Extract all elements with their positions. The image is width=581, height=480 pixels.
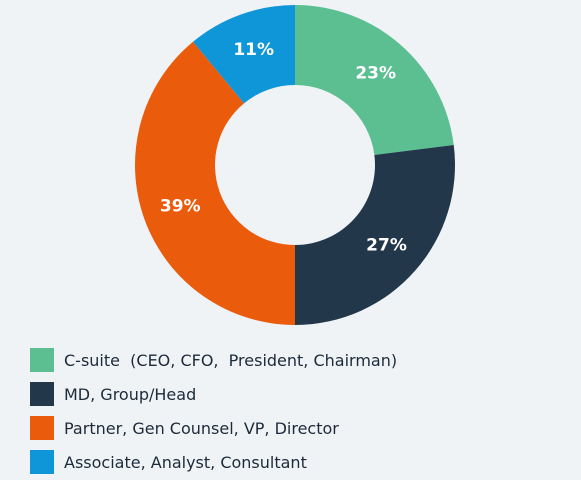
slice-label-partner: 39% [160,196,201,216]
legend-swatch [30,348,54,372]
legend-label: Partner, Gen Counsel, VP, Director [64,418,339,438]
slice-associate [193,5,295,104]
legend-item-partner: Partner, Gen Counsel, VP, Director [30,411,397,445]
slice-label-c-suite: 23% [355,63,396,83]
slice-partner [135,41,295,325]
slice-label-md: 27% [366,236,407,256]
slice-c-suite [295,5,454,155]
legend-label: C-suite (CEO, CFO, President, Chairman) [64,350,398,370]
legend-swatch [30,416,54,440]
legend: C-suite (CEO, CFO, President, Chairman) … [30,343,397,479]
slice-label-associate: 11% [233,40,274,60]
legend-item-md: MD, Group/Head [30,377,397,411]
legend-label: Associate, Analyst, Consultant [64,452,307,472]
slice-md [295,144,455,325]
donut-chart: 23% 27% 39% 11% [135,5,455,325]
legend-swatch [30,382,54,406]
legend-item-c-suite: C-suite (CEO, CFO, President, Chairman) [30,343,397,377]
legend-label: MD, Group/Head [64,384,197,404]
legend-item-associate: Associate, Analyst, Consultant [30,445,397,479]
legend-swatch [30,450,54,474]
